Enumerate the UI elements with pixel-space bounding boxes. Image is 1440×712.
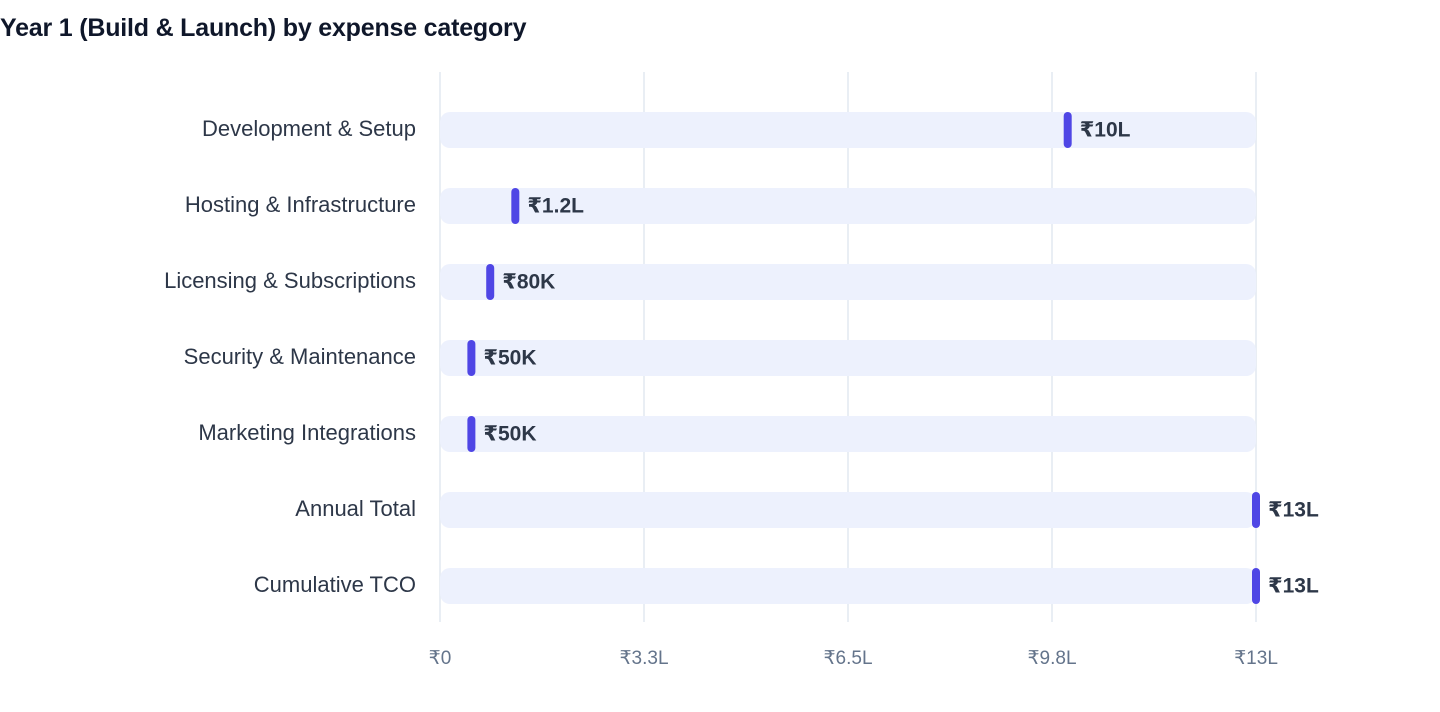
value-label: ₹13L <box>1268 499 1319 522</box>
value-label: ₹1.2L <box>527 195 584 218</box>
bar-track <box>440 340 1256 376</box>
x-tick-label: ₹9.8L <box>1027 648 1076 669</box>
bar-track <box>440 416 1256 452</box>
value-label: ₹13L <box>1268 575 1319 598</box>
value-label: ₹50K <box>483 423 536 446</box>
category-label: Cumulative TCO <box>254 572 416 597</box>
value-marker <box>467 340 476 376</box>
value-marker <box>486 264 495 300</box>
category-label: Annual Total <box>295 496 416 521</box>
value-label: ₹80K <box>502 271 555 294</box>
value-marker <box>1252 492 1260 528</box>
x-tick-label: ₹6.5L <box>823 648 872 669</box>
value-marker <box>1252 568 1260 604</box>
value-label: ₹10L <box>1080 119 1131 142</box>
bar-track <box>440 568 1256 604</box>
value-marker <box>1063 112 1072 148</box>
bar-track <box>440 264 1256 300</box>
chart-title: Year 1 (Build & Launch) by expense categ… <box>0 14 527 42</box>
value-label: ₹50K <box>483 347 536 370</box>
category-label: Hosting & Infrastructure <box>185 192 416 217</box>
x-tick-label: ₹0 <box>429 648 452 669</box>
category-label: Security & Maintenance <box>184 344 416 369</box>
value-marker <box>467 416 476 452</box>
bar-track <box>440 188 1256 224</box>
category-label: Licensing & Subscriptions <box>164 268 416 293</box>
x-tick-label: ₹13L <box>1234 648 1278 669</box>
value-marker <box>511 188 520 224</box>
category-label: Marketing Integrations <box>198 420 416 445</box>
bar-track <box>440 492 1256 528</box>
x-tick-label: ₹3.3L <box>619 648 668 669</box>
bar-track <box>440 112 1256 148</box>
category-label: Development & Setup <box>202 116 416 141</box>
